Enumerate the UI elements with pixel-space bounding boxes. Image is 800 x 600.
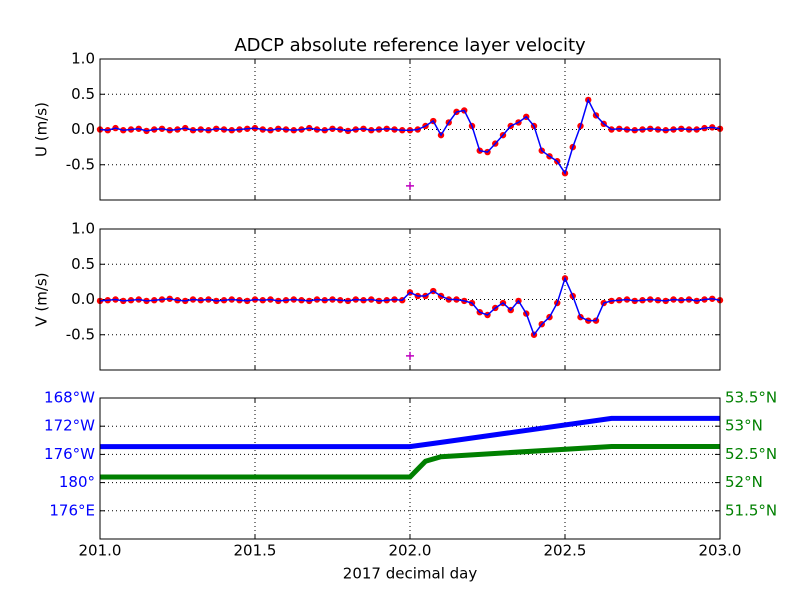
x-tick-label: 201.5 [234, 542, 277, 560]
y-axis-label: U (m/s) [33, 102, 51, 157]
y-tick-label: 168°W [44, 389, 95, 407]
y-tick-label: 176°W [44, 445, 95, 463]
x-tick-label: 203.0 [699, 542, 742, 560]
axes-frame [99, 397, 721, 540]
y-tick-label: 176°E [49, 501, 95, 519]
y-tick-label: 0.5 [71, 85, 95, 103]
x-axis-label: 2017 decimal day [343, 565, 478, 583]
y-axis-label: V (m/s) [33, 272, 51, 326]
series-line [100, 444, 720, 480]
y-tick-label: 180° [59, 473, 95, 491]
y-tick-label: 0.0 [71, 120, 95, 138]
y-tick-label: 0.0 [71, 290, 95, 308]
y2-tick-label: 51.5°N [725, 501, 777, 519]
series-line [100, 415, 720, 450]
series-line [99, 97, 721, 175]
y-tick-label: 0.5 [71, 255, 95, 273]
chart-title: ADCP absolute reference layer velocity [234, 35, 586, 56]
y-tick-label: -0.5 [66, 325, 95, 343]
y2-tick-label: 52.5°N [725, 445, 777, 463]
plus-marker [406, 181, 414, 190]
y-tick-label: 1.0 [71, 220, 95, 238]
series-line [99, 276, 721, 337]
x-tick-label: 201.0 [79, 542, 122, 560]
axes-frame [99, 228, 721, 371]
axes-frame [99, 58, 721, 201]
y-tick-label: 1.0 [71, 50, 95, 68]
plus-marker [406, 351, 414, 360]
x-tick-label: 202.5 [544, 542, 587, 560]
y-tick-label: 172°W [44, 417, 95, 435]
y2-tick-label: 53.5°N [725, 389, 777, 407]
y2-tick-label: 52°N [725, 473, 763, 491]
x-tick-label: 202.0 [389, 542, 432, 560]
y2-tick-label: 53°N [725, 417, 763, 435]
y-tick-label: -0.5 [66, 155, 95, 173]
